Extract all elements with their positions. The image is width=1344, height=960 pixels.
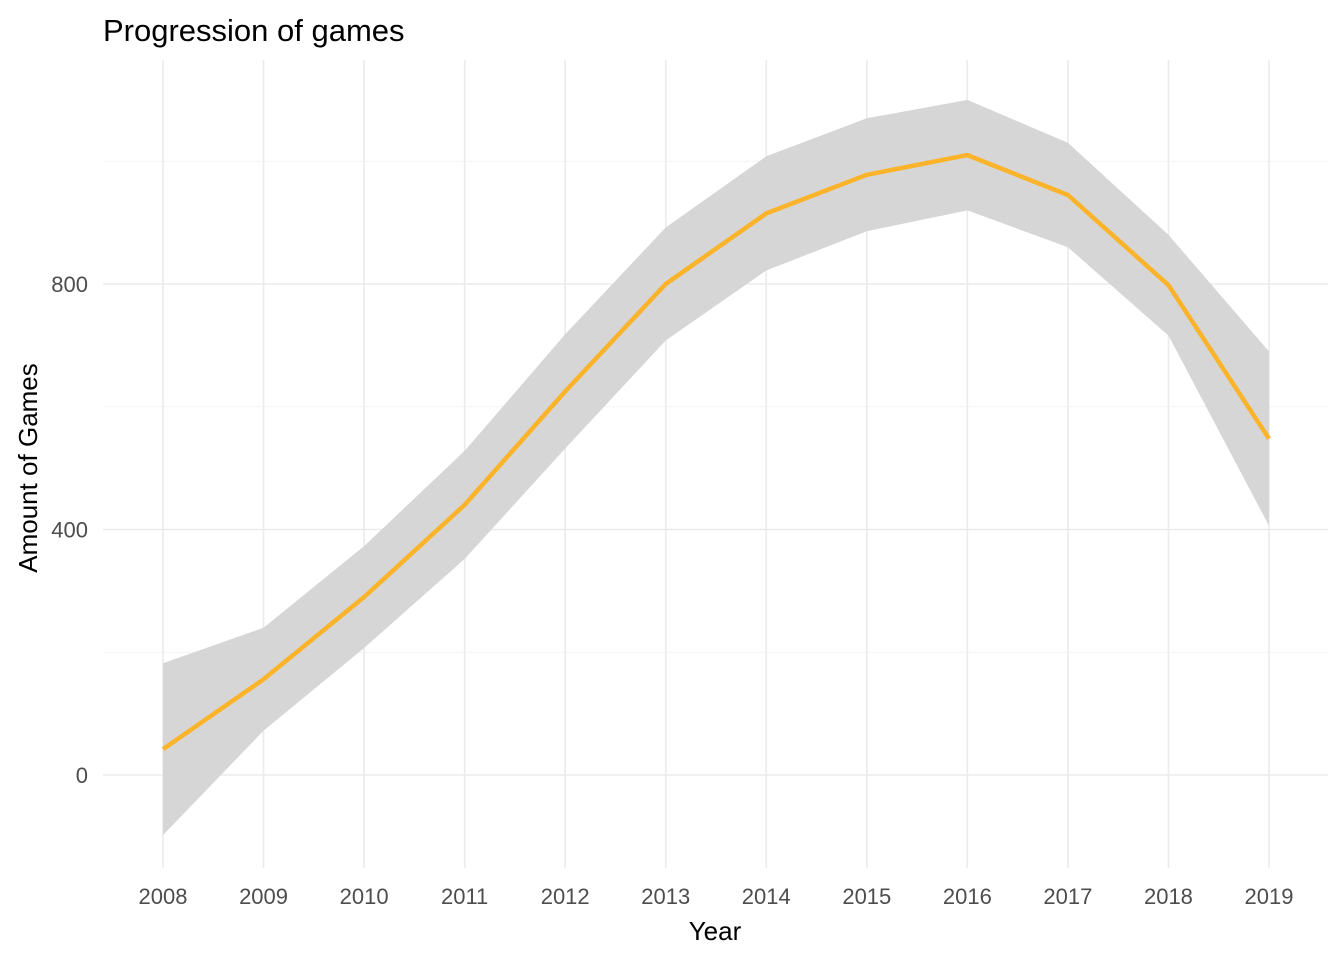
x-tick-label-9: 2017 (1043, 884, 1092, 909)
x-tick-label-7: 2015 (842, 884, 891, 909)
x-tick-label-11: 2019 (1245, 884, 1294, 909)
series-line-0 (161, 152, 1271, 752)
y-tick-label-0: 0 (76, 763, 88, 788)
grid-lines (103, 60, 1328, 868)
y-axis-title: Amount of Games (13, 363, 43, 573)
x-tick-label-5: 2013 (641, 884, 690, 909)
confidence-band-area-0 (163, 99, 1269, 836)
x-axis-ticks: 2008 2009 2010 2011 2012 2013 2014 2015 2016 2017… (139, 884, 1294, 909)
x-tick-label-2: 2010 (340, 884, 389, 909)
y-axis-ticks: 0 400 800 (51, 272, 88, 788)
x-tick-label-3: 2011 (441, 884, 488, 909)
x-axis-title: Year (689, 916, 742, 946)
x-tick-label-0: 2008 (139, 884, 188, 909)
y-tick-label-1: 400 (51, 518, 88, 543)
y-tick-label-2: 800 (51, 272, 88, 297)
x-tick-label-10: 2018 (1144, 884, 1193, 909)
x-tick-label-1: 2009 (239, 884, 288, 909)
x-tick-label-8: 2016 (943, 884, 992, 909)
series-lines (161, 152, 1271, 752)
chart-title: Progression of games (103, 13, 405, 48)
x-tick-label-6: 2014 (742, 884, 791, 909)
x-tick-label-4: 2012 (541, 884, 590, 909)
confidence-band (163, 99, 1269, 836)
